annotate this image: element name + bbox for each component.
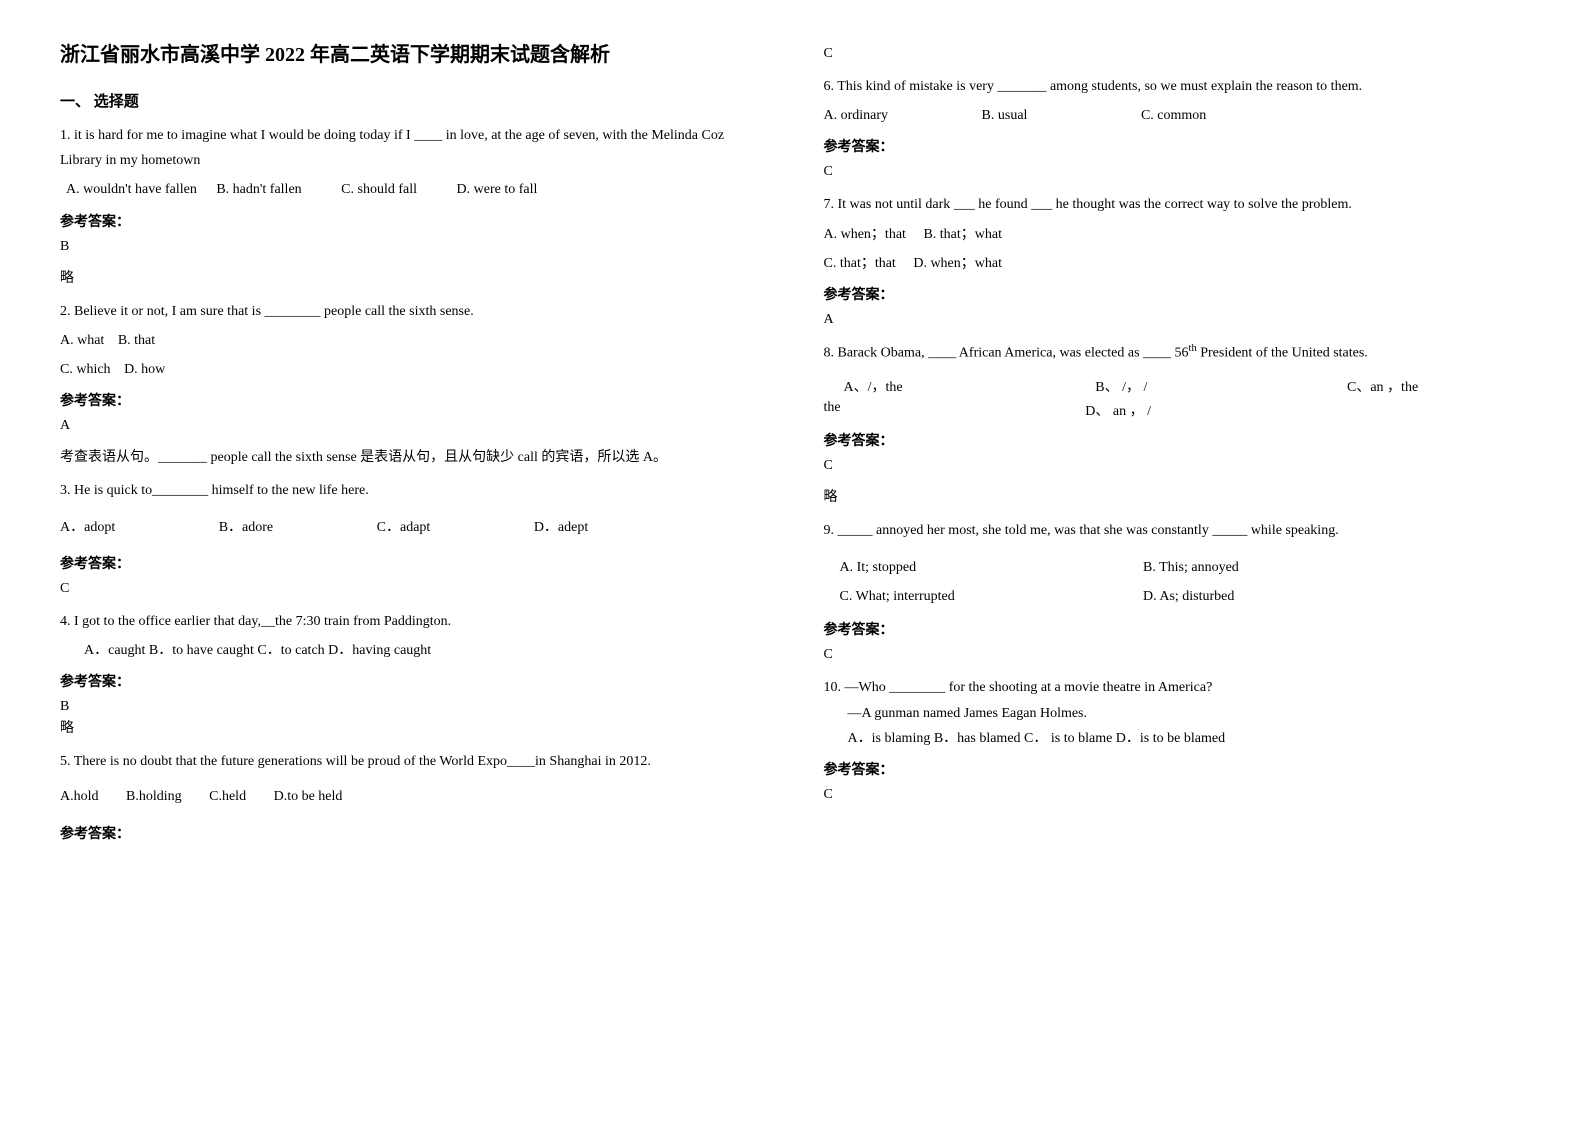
- q1-opt-b: B. hadn't fallen: [216, 177, 301, 202]
- q5-answer: C: [824, 46, 1528, 62]
- q4-answer: B: [60, 699, 764, 715]
- q1-opt-d: D. were to fall: [457, 177, 538, 202]
- q9-answer-label: 参考答案：: [824, 619, 1528, 639]
- q6-opt-b: B. usual: [982, 103, 1028, 128]
- q8-stem-a: 8. Barack Obama, ____ African America, w…: [824, 346, 1189, 361]
- q6-answer: C: [824, 164, 1528, 180]
- q2-opt-a: A. what: [60, 328, 104, 353]
- q5-opt-c: C.held: [209, 784, 246, 809]
- q2-opt-c: C. which: [60, 357, 111, 382]
- q8-opt-d: D、 an ， /: [1085, 400, 1347, 420]
- q5-stem: 5. There is no doubt that the future gen…: [60, 749, 764, 774]
- q10-line2: —A gunman named James Eagan Holmes.: [848, 701, 1528, 726]
- q8-opt-b: B、 /， /: [1095, 376, 1347, 396]
- q9-answer: C: [824, 647, 1528, 663]
- q9-opt-d: D. As; disturbed: [1143, 584, 1234, 609]
- q9-opt-a: A. It; stopped: [840, 555, 1100, 580]
- q9-stem: 9. _____ annoyed her most, she told me, …: [824, 518, 1528, 543]
- q2-opt-d: D. how: [124, 357, 165, 382]
- q3-opt-c: C．adapt: [377, 515, 431, 540]
- q2-stem: 2. Believe it or not, I am sure that is …: [60, 299, 764, 324]
- q10-answer-label: 参考答案：: [824, 759, 1528, 779]
- q8-stem-sup: th: [1189, 343, 1197, 354]
- q2-options-row2: C. which D. how: [60, 357, 764, 382]
- q9-opt-b: B. This; annoyed: [1143, 555, 1239, 580]
- q9-options-row1: A. It; stopped B. This; annoyed: [824, 555, 1528, 580]
- q8-stem: 8. Barack Obama, ____ African America, w…: [824, 340, 1528, 366]
- q7-options-row1: A. when；that B. that；what: [824, 222, 1528, 247]
- q7-opt-b: B. that；what: [923, 222, 1002, 247]
- q6-options: A. ordinary B. usual C. common: [824, 103, 1528, 128]
- q8-answer: C: [824, 458, 1528, 474]
- q7-answer: A: [824, 312, 1528, 328]
- q7-options-row2: C. that；that D. when；what: [824, 251, 1528, 276]
- q6-answer-label: 参考答案：: [824, 136, 1528, 156]
- q3-options: A．adopt B．adore C．adapt D．adept: [60, 515, 764, 540]
- q8-explain: 略: [824, 486, 1528, 506]
- q1-answer: B: [60, 239, 764, 255]
- q7-answer-label: 参考答案：: [824, 284, 1528, 304]
- q6-opt-c: C. common: [1141, 103, 1206, 128]
- q8-opt-c: C、an ，the: [1347, 376, 1527, 396]
- q4-stem: 4. I got to the office earlier that day,…: [60, 609, 764, 634]
- q3-opt-b: B．adore: [219, 515, 273, 540]
- q5-opt-a: A.hold: [60, 784, 99, 809]
- q10-answer: C: [824, 787, 1528, 803]
- section-heading: 一、 选择题: [60, 90, 764, 111]
- q3-opt-d: D．adept: [534, 515, 588, 540]
- q3-answer-label: 参考答案：: [60, 553, 764, 573]
- q8-answer-label: 参考答案：: [824, 430, 1528, 450]
- q1-stem: 1. it is hard for me to imagine what I w…: [60, 123, 764, 173]
- q2-options-row1: A. what B. that: [60, 328, 764, 353]
- q4-options: A．caught B．to have caught C．to catch D．h…: [84, 638, 764, 663]
- q3-opt-a: A．adopt: [60, 515, 115, 540]
- q2-opt-b: B. that: [118, 328, 155, 353]
- q1-answer-label: 参考答案：: [60, 211, 764, 231]
- q1-explain: 略: [60, 267, 764, 287]
- q2-answer-label: 参考答案：: [60, 390, 764, 410]
- page-container: 浙江省丽水市高溪中学 2022 年高二英语下学期期末试题含解析 一、 选择题 1…: [60, 40, 1527, 849]
- q4-explain: 略: [60, 717, 764, 737]
- q5-options: A.hold B.holding C.held D.to be held: [60, 784, 764, 809]
- q7-opt-c: C. that；that: [824, 251, 896, 276]
- right-column: C 6. This kind of mistake is very ______…: [824, 40, 1528, 849]
- q1-opt-c: C. should fall: [341, 177, 417, 202]
- q5-opt-d: D.to be held: [274, 784, 343, 809]
- document-title: 浙江省丽水市高溪中学 2022 年高二英语下学期期末试题含解析: [60, 40, 764, 70]
- q2-explain: 考查表语从句。_______ people call the sixth sen…: [60, 446, 764, 466]
- q3-answer: C: [60, 581, 764, 597]
- q6-stem: 6. This kind of mistake is very _______ …: [824, 74, 1528, 99]
- q8-options-row2: the D、 an ， /: [824, 400, 1528, 420]
- q10-options: A．is blaming B．has blamed C． is to blame…: [848, 726, 1528, 751]
- q10-stem: 10. —Who ________ for the shooting at a …: [824, 675, 1528, 700]
- q2-answer: A: [60, 418, 764, 434]
- q7-stem: 7. It was not until dark ___ he found __…: [824, 192, 1528, 217]
- q8-opt-c2: the: [824, 400, 1086, 420]
- left-column: 浙江省丽水市高溪中学 2022 年高二英语下学期期末试题含解析 一、 选择题 1…: [60, 40, 764, 849]
- q5-answer-label: 参考答案：: [60, 823, 764, 843]
- q1-options: A. wouldn't have fallen B. hadn't fallen…: [60, 177, 764, 202]
- q8-stem-b: President of the United states.: [1197, 346, 1368, 361]
- q4-answer-label: 参考答案：: [60, 671, 764, 691]
- q8-options-row1: A、/，the B、 /， / C、an ，the: [824, 376, 1528, 396]
- q1-opt-a: A. wouldn't have fallen: [66, 177, 197, 202]
- q6-opt-a: A. ordinary: [824, 103, 889, 128]
- q8-opt-a: A、/，the: [824, 376, 1096, 396]
- q3-stem: 3. He is quick to________ himself to the…: [60, 478, 764, 503]
- q7-opt-a: A. when；that: [824, 222, 906, 247]
- q9-opt-c: C. What; interrupted: [840, 584, 1100, 609]
- q9-options-row2: C. What; interrupted D. As; disturbed: [824, 584, 1528, 609]
- q7-opt-d: D. when；what: [913, 251, 1002, 276]
- q5-opt-b: B.holding: [126, 784, 182, 809]
